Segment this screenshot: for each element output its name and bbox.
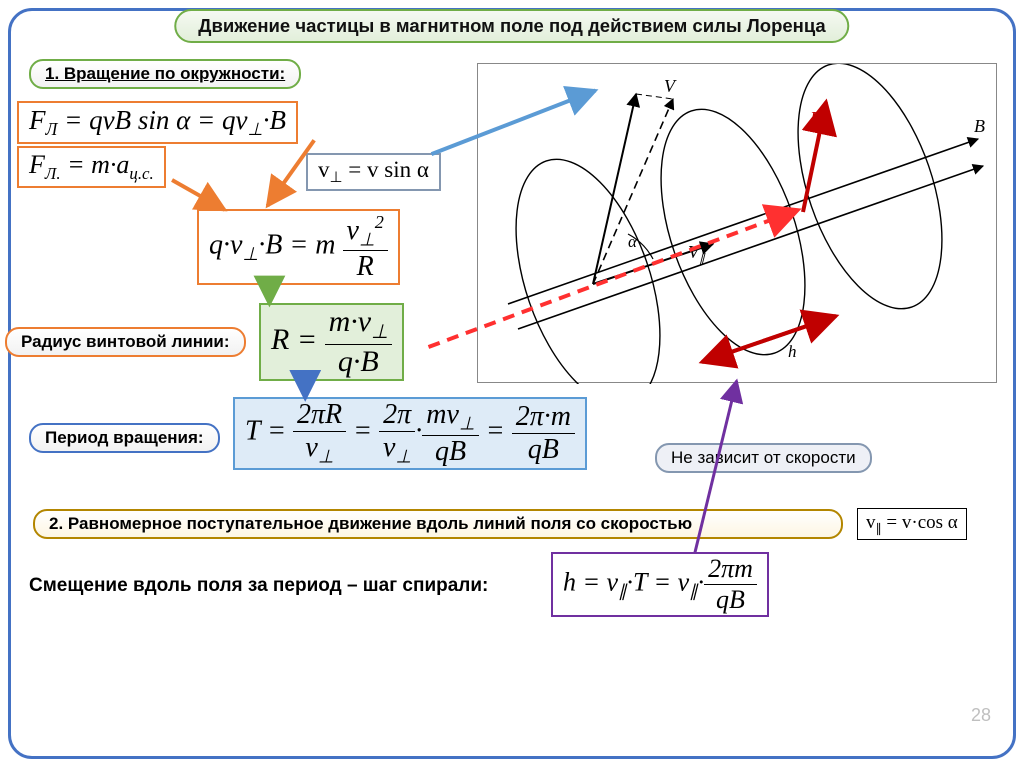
diagram-R-label: R	[810, 108, 821, 129]
diagram-h-label: h	[788, 342, 797, 362]
diagram-Vpar-label: V∥	[688, 242, 705, 265]
section2-label: 2. Равномерное поступательное движение в…	[33, 509, 843, 539]
section1-label: 1. Вращение по окружности:	[29, 59, 301, 89]
formula-balance: q·v⊥·B = m v⊥2R	[197, 209, 400, 285]
formula-vpar: v∥ = v·cos α	[857, 508, 967, 540]
period-note: Не зависит от скорости	[655, 443, 872, 473]
formula-radius: R = m·v⊥q·B	[259, 303, 404, 381]
formula-pitch: h = v∥·T = v∥·2πmqB	[551, 552, 769, 617]
main-frame: Движение частицы в магнитном поле под де…	[8, 8, 1016, 759]
helix-diagram: V⃗ V∥ B⃗ R h α	[477, 63, 997, 383]
formula-lorentz: FЛ = qvB sin α = qv⊥·B	[17, 101, 298, 144]
diagram-alpha-label: α	[628, 232, 637, 252]
formula-vperp: v⊥ = v sin α	[306, 153, 441, 191]
radius-label: Радиус винтовой линии:	[5, 327, 246, 357]
formula-period: T = 2πRv⊥ = 2πv⊥·mv⊥qB = 2π·mqB	[233, 397, 587, 470]
pitch-label: Смещение вдоль поля за период – шаг спир…	[29, 575, 488, 597]
page-title: Движение частицы в магнитном поле под де…	[174, 9, 849, 43]
page-number: 28	[971, 705, 991, 726]
diagram-V-label: V⃗	[664, 76, 689, 97]
period-label: Период вращения:	[29, 423, 220, 453]
diagram-B-label: B⃗	[974, 116, 999, 137]
formula-centripetal: FЛ. = m·aц.с.	[17, 146, 166, 188]
